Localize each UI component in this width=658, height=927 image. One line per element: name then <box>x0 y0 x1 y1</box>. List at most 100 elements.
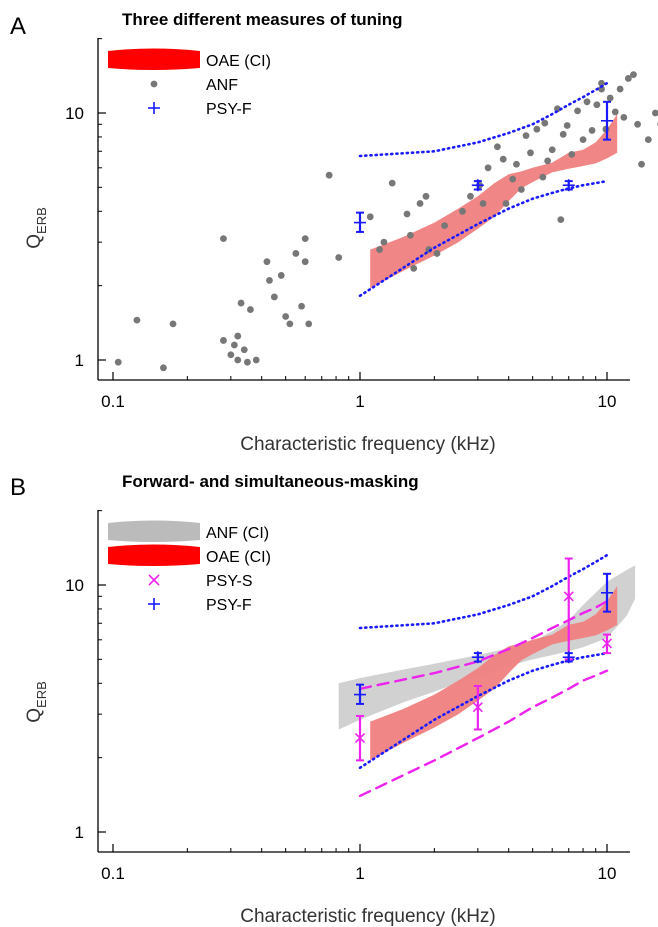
panel-a-anf-point <box>522 132 530 140</box>
panel-a-anf-point <box>467 192 474 200</box>
panel-a-anf-point <box>301 258 309 266</box>
panel-a-legend-label: OAE (CI) <box>206 53 271 70</box>
panel-b: B Forward- and simultaneous-masking Char… <box>10 472 636 927</box>
panel-a-anf-point <box>494 143 501 151</box>
panel-b-psy-f-point <box>562 651 575 664</box>
panel-a-anf-point <box>403 210 411 218</box>
panel-b-x-tick-label: 10 <box>598 864 617 883</box>
panel-a-anf-point <box>325 171 333 179</box>
panel-letter-b: B <box>10 474 26 501</box>
panel-a-anf-point <box>598 79 605 87</box>
legend-swatch-band <box>108 520 200 542</box>
panel-a-anf-point <box>277 272 285 279</box>
panel-a-anf-point <box>513 160 520 168</box>
panel-a-anf-bound-lower <box>358 179 609 298</box>
panel-a-anf-point <box>227 351 235 359</box>
panel-a-anf-point <box>441 222 448 230</box>
panel-a-anf-point <box>651 109 658 117</box>
panel-a-anf-point <box>416 200 424 207</box>
panel-a-anf-point <box>305 320 313 328</box>
panel-a-anf-point <box>234 356 242 364</box>
panel-b-y-tick-label: 1 <box>75 823 84 842</box>
panel-a-ticks: 0.111030110 <box>65 38 616 411</box>
panel-b-title: Forward- and simultaneous-masking <box>122 472 419 491</box>
panel-a-anf-point <box>533 125 541 133</box>
panel-a-anf-point <box>266 277 273 284</box>
panel-b-x-tick-label: 1 <box>355 864 364 883</box>
panel-a-y-label-sub: ERB <box>34 207 49 234</box>
panel-b-anf-ci-band <box>338 565 636 730</box>
panel-b-y-label-sub: ERB <box>34 681 49 708</box>
panel-a-anf-point <box>366 213 374 221</box>
panel-a-anf-point <box>509 175 517 183</box>
panel-a: A Three different measures of tuning Cha… <box>10 10 658 455</box>
svg-text:QERB: QERB <box>24 681 49 723</box>
panel-a-psy-f-point <box>601 100 613 141</box>
panel-a-anf-point <box>133 316 141 324</box>
panel-a-plot-area <box>114 71 658 372</box>
panel-a-y-label-main: Q <box>24 234 45 249</box>
panel-a-anf-point <box>559 130 567 138</box>
panel-b-oae-ci-band <box>370 586 618 761</box>
panel-a-anf-point <box>484 164 492 172</box>
panel-a-x-tick-label: 0.1 <box>101 392 125 411</box>
panel-b-legend-label: PSY-F <box>206 597 252 614</box>
panel-b-plot-area <box>338 553 636 798</box>
panel-a-anf-point <box>574 107 581 115</box>
panel-a-y-axis-label: QERB <box>24 207 49 249</box>
panel-a-anf-point <box>544 157 552 165</box>
panel-a-anf-point <box>301 235 309 243</box>
panel-a-anf-point <box>557 216 565 224</box>
panel-a-anf-point <box>292 250 300 257</box>
panel-b-legend-item: OAE (CI) <box>108 544 271 566</box>
panel-a-y-tick-label: 1 <box>75 351 84 370</box>
panel-a-anf-point <box>380 238 388 246</box>
panel-b-legend-item: PSY-S <box>148 573 253 590</box>
panel-a-psy-f-point <box>562 179 575 192</box>
panel-b-psy-s-point <box>354 714 366 762</box>
panel-a-anf-point <box>527 149 534 157</box>
panel-a-oae-ci-band <box>370 114 618 289</box>
panel-letter-a: A <box>10 13 26 40</box>
panel-b-x-tick-label: 0.1 <box>101 864 125 883</box>
panel-b-legend-item: ANF (CI) <box>108 520 269 542</box>
panel-a-legend-item: PSY-F <box>148 101 252 118</box>
panel-a-anf-point <box>247 306 254 313</box>
panel-a-anf-point <box>282 313 290 320</box>
panel-b-y-axis-label: QERB <box>24 681 49 723</box>
panel-a-anf-point <box>499 155 507 163</box>
panel-b-ticks: 0.111030110 <box>65 510 617 883</box>
panel-a-anf-point <box>422 192 430 200</box>
panel-a-anf-point <box>616 85 624 93</box>
panel-b-psy-s-point <box>601 633 613 655</box>
panel-a-anf-point <box>220 337 227 344</box>
panel-a-psy-f-point <box>354 211 366 233</box>
panel-a-y-tick-label: 10 <box>65 104 84 123</box>
panel-a-anf-point <box>243 358 251 366</box>
panel-b-psy-s-point <box>563 557 574 661</box>
panel-a-psy-f-point <box>471 179 484 192</box>
panel-a-anf-point <box>240 346 248 354</box>
panel-a-legend-item: OAE (CI) <box>108 48 271 70</box>
panel-a-anf-point <box>388 179 396 187</box>
panel-a-anf-point <box>335 254 343 261</box>
panel-a-x-tick-label: 1 <box>355 392 364 411</box>
panel-a-title: Three different measures of tuning <box>122 10 403 29</box>
panel-a-legend: OAE (CI) ANF PSY-F <box>108 48 271 118</box>
panel-a-anf-point <box>237 299 245 307</box>
panel-a-anf-point <box>298 302 305 310</box>
legend-swatch-cross-b <box>148 574 160 586</box>
panel-b-y-tick-label: 10 <box>65 576 84 595</box>
svg-text:QERB: QERB <box>24 207 49 249</box>
panel-a-anf-point <box>548 146 556 154</box>
panel-a-anf-point <box>263 258 271 266</box>
panel-a-anf-point <box>624 75 632 82</box>
panel-b-x-axis-label: Characteristic frequency (kHz) <box>240 906 496 927</box>
panel-a-anf-point <box>479 200 487 207</box>
panel-a-anf-point <box>169 320 177 328</box>
panel-b-psy-s-fit-lower <box>358 669 609 798</box>
panel-a-anf-point <box>539 173 547 181</box>
panel-a-anf-point <box>568 150 576 158</box>
panel-a-anf-point <box>611 108 619 116</box>
